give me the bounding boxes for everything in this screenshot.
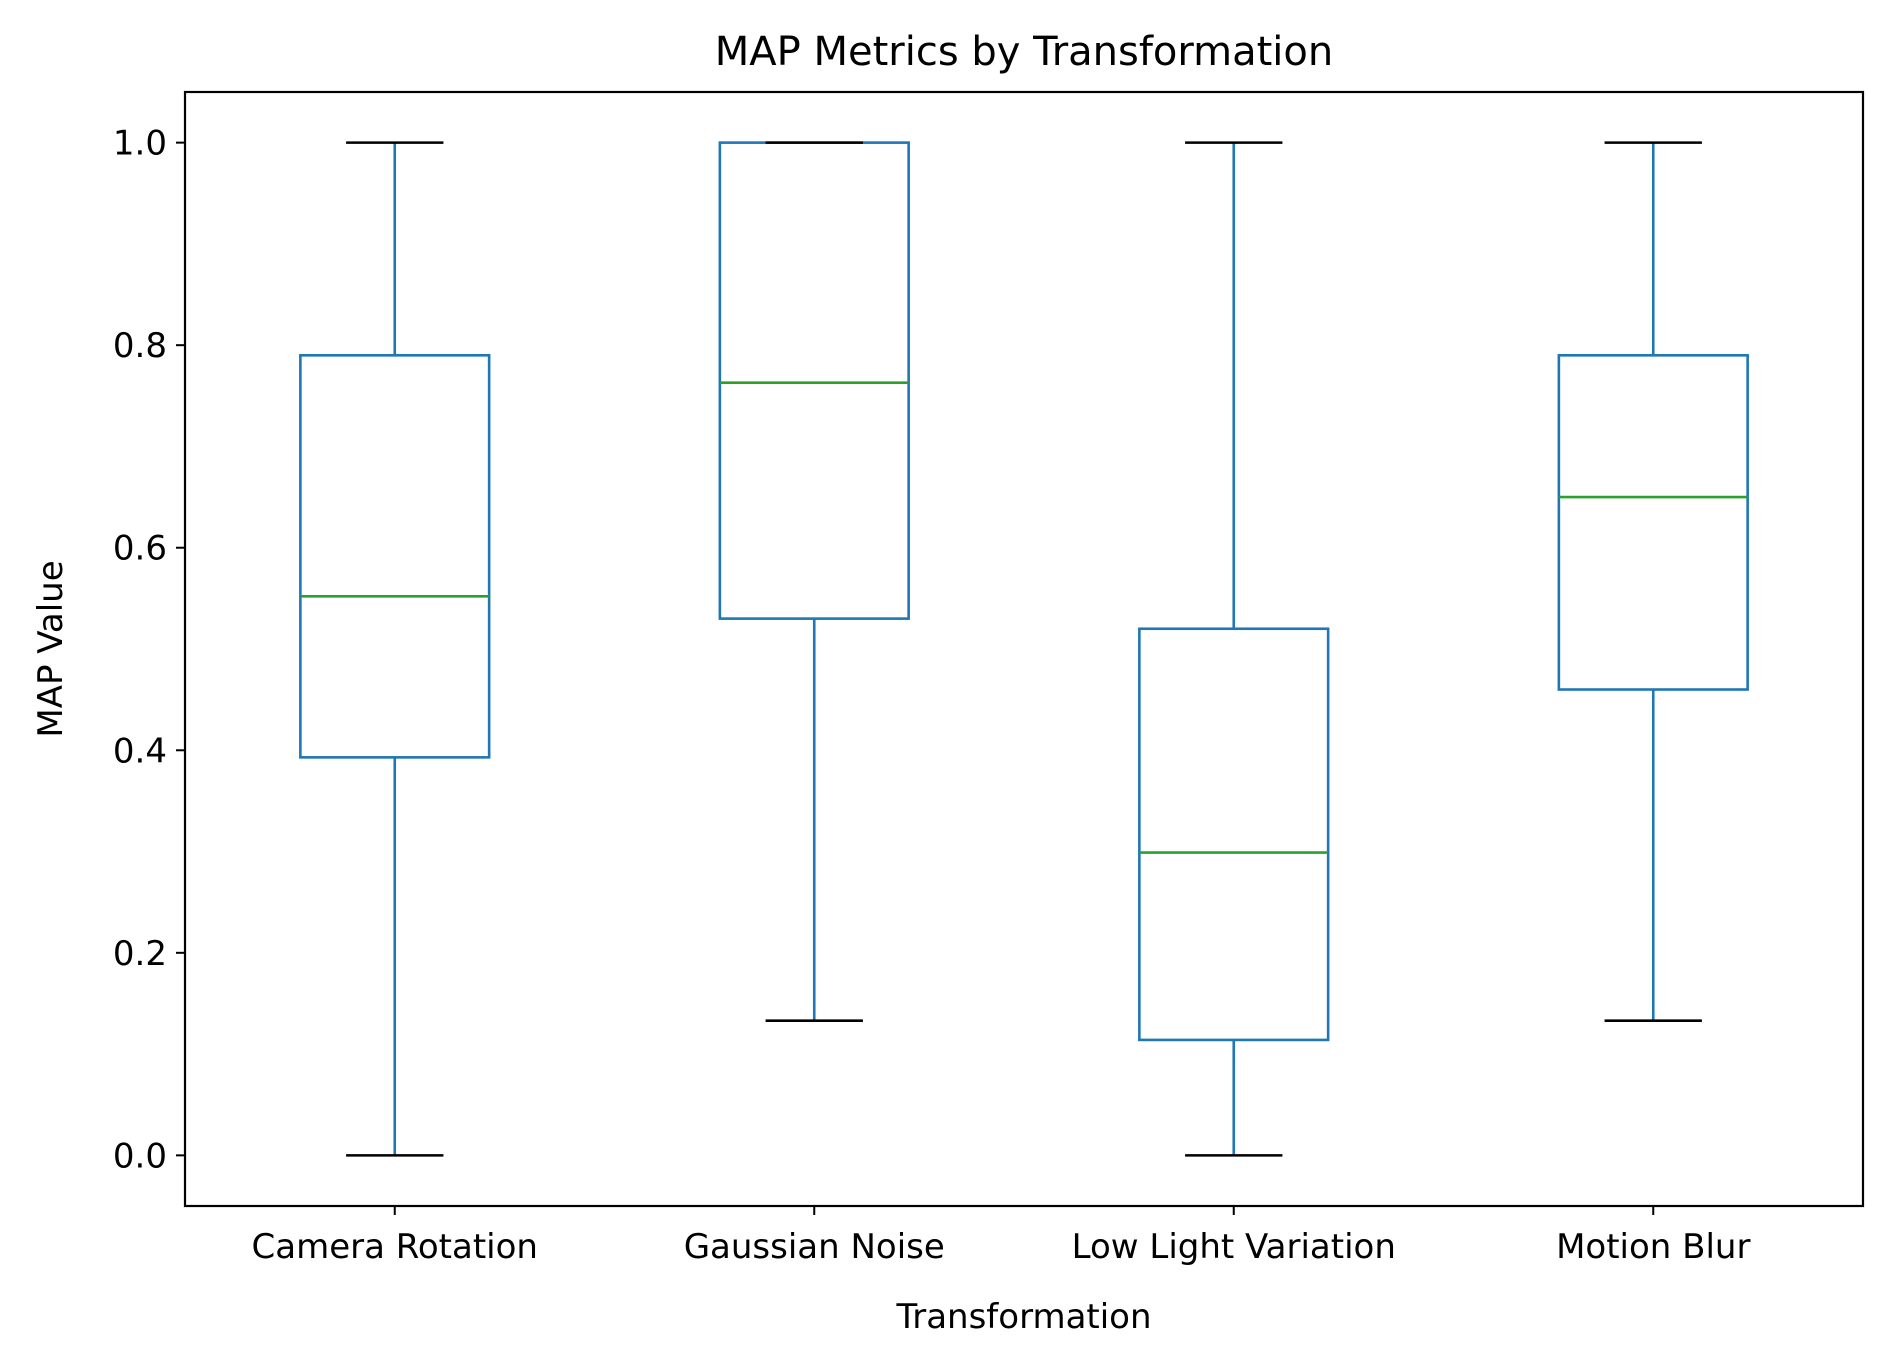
- iqr-box: [1557, 354, 1749, 691]
- iqr-box: [1138, 627, 1330, 1042]
- iqr-box: [718, 141, 910, 620]
- y-tick-label: 0.0: [113, 1136, 167, 1176]
- x-axis: Camera Rotation Gaussian Noise Low Light V…: [252, 1206, 1750, 1267]
- box-camera-rotation: [299, 141, 491, 1157]
- y-tick-label: 1.0: [113, 124, 167, 164]
- iqr-box: [299, 354, 491, 759]
- axes-frame: [183, 90, 1865, 1208]
- box-low-light-variation: [1138, 141, 1330, 1157]
- y-tick-label: 0.8: [113, 326, 167, 366]
- y-tick-label: 0.6: [113, 529, 167, 569]
- box-gaussian-noise: [718, 141, 910, 1022]
- x-tick-label: Camera Rotation: [252, 1227, 538, 1267]
- y-axis-label: MAP Value: [31, 560, 71, 737]
- plot-area: [299, 141, 1749, 1157]
- x-axis-label: Transformation: [895, 1297, 1151, 1337]
- y-tick-label: 0.4: [113, 731, 167, 771]
- y-tick-label: 0.2: [113, 934, 167, 974]
- chart-title: MAP Metrics by Transformation: [715, 29, 1334, 75]
- y-axis: 0.0 0.2 0.4 0.6 0.8 1.0: [113, 124, 185, 1176]
- x-tick-label: Low Light Variation: [1072, 1227, 1396, 1267]
- x-tick-label: Motion Blur: [1556, 1227, 1750, 1267]
- box-motion-blur: [1557, 141, 1749, 1022]
- x-tick-label: Gaussian Noise: [684, 1227, 945, 1267]
